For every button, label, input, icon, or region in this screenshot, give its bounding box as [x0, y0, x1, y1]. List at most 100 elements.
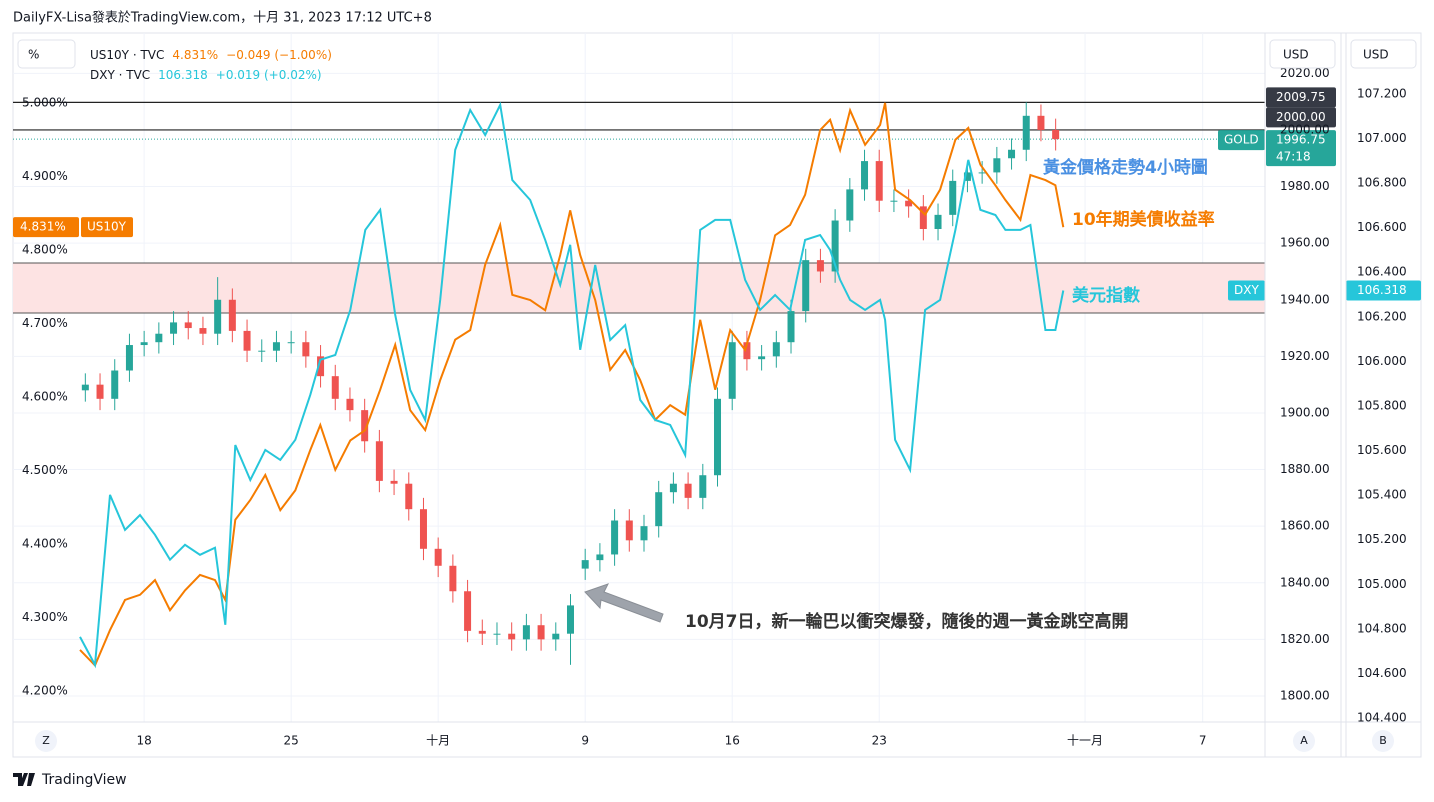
- candle-body: [846, 189, 854, 221]
- y3-tick-label: 104.400: [1357, 710, 1407, 724]
- candle-body: [611, 520, 619, 555]
- candle-body: [331, 376, 339, 399]
- gold-last-box: [1266, 130, 1336, 167]
- annotation-arrow: [584, 583, 664, 623]
- legend-change: +0.019 (+0.02%): [216, 68, 322, 82]
- y2-tick-label: 1860.00: [1280, 519, 1330, 533]
- y2-tick-label: 1900.00: [1280, 405, 1330, 419]
- series-line: [79, 101, 1065, 669]
- candle-body: [493, 633, 501, 635]
- y3-tick-label: 105.800: [1357, 398, 1407, 412]
- y-tick-label: 4.300%: [22, 610, 68, 624]
- annotation: 美元指數: [1072, 285, 1140, 306]
- candle-body: [508, 633, 516, 640]
- unit-box[interactable]: [1350, 39, 1417, 69]
- y3-tick-label: 104.800: [1357, 621, 1407, 635]
- candle-body: [258, 350, 266, 352]
- candle-body: [522, 625, 530, 640]
- axis-button-label: B: [1379, 734, 1387, 747]
- legend-row: DXY · TVC 106.318 +0.019 (+0.02%): [90, 68, 322, 82]
- candle-body: [684, 483, 692, 498]
- y-tick-label: 4.600%: [22, 390, 68, 404]
- candle-body: [566, 605, 574, 634]
- footer-brand: TradingView: [41, 772, 127, 788]
- candle-body: [478, 630, 486, 634]
- candle-body: [317, 356, 325, 377]
- y3-tick-label: 106.800: [1357, 176, 1407, 190]
- us10y-name-tag-box: [81, 217, 133, 238]
- x-tick-label: 9: [581, 734, 589, 748]
- y2-tick-label: 1920.00: [1280, 349, 1330, 363]
- legend-value: 106.318: [158, 68, 208, 82]
- candle-body: [96, 384, 104, 399]
- candle-body: [1052, 129, 1060, 140]
- candle-body: [170, 322, 178, 334]
- us10y-last-tag-box: [13, 217, 79, 238]
- y-tick-label: 4.400%: [22, 537, 68, 551]
- x-tick-label: 十一月: [1067, 734, 1103, 748]
- axis-button[interactable]: [35, 730, 57, 752]
- dxy-last-tag-box: [1346, 280, 1421, 301]
- us10y-last-tag: 4.831%: [20, 220, 66, 234]
- x-tick-label: 25: [284, 734, 299, 748]
- candle-body: [963, 172, 971, 181]
- y3-tick-label: 105.200: [1357, 532, 1407, 546]
- candle-body: [861, 161, 869, 190]
- legend-change: −0.049 (−1.00%): [226, 48, 332, 62]
- series-line: [79, 102, 1065, 668]
- y-tick-label: 5.000%: [22, 95, 68, 109]
- candle-body: [640, 526, 648, 541]
- unit-label: %: [28, 48, 39, 62]
- candle-body: [140, 342, 148, 346]
- unit-label: USD: [1283, 48, 1309, 62]
- unit-box[interactable]: [1269, 39, 1336, 69]
- candle-body: [449, 565, 457, 592]
- dxy-name-tag-box: [1228, 280, 1265, 301]
- candle-body: [287, 342, 295, 344]
- candle-body: [419, 509, 427, 549]
- candle-body: [346, 398, 354, 411]
- hline-tag-box: [1266, 87, 1336, 108]
- candle-body: [875, 161, 883, 201]
- candle-body: [978, 172, 986, 174]
- axis-button[interactable]: [1293, 730, 1315, 752]
- hline-tag: 2009.75: [1276, 90, 1326, 104]
- y2-tick-label: 1940.00: [1280, 292, 1330, 306]
- us10y-name-tag: US10Y: [87, 220, 127, 234]
- candle-body: [1022, 115, 1030, 150]
- legend-row: US10Y · TVC 4.831% −0.049 (−1.00%): [90, 48, 332, 62]
- candle-body: [905, 200, 913, 207]
- y2-tick-label: 1980.00: [1280, 179, 1330, 193]
- x-tick-label: 十月: [426, 734, 450, 748]
- candle-body: [1008, 149, 1016, 159]
- gold-name-tag: GOLD: [1224, 133, 1259, 147]
- candle-body: [581, 560, 589, 569]
- chart-frame: [12, 32, 1422, 758]
- x-tick-label: 23: [872, 734, 887, 748]
- axis-button[interactable]: [1372, 730, 1394, 752]
- gold-last-tag: 1996.75: [1276, 133, 1326, 147]
- candle-body: [714, 398, 722, 476]
- y2-tick-label: 1800.00: [1280, 688, 1330, 702]
- candle-body: [625, 520, 633, 541]
- candle-body: [199, 328, 207, 334]
- candle-body: [831, 220, 839, 272]
- candle-body: [214, 299, 222, 334]
- candle-body: [375, 441, 383, 481]
- unit-box[interactable]: [17, 39, 76, 69]
- y-tick-label: 4.200%: [22, 684, 68, 698]
- y3-tick-label: 105.000: [1357, 577, 1407, 591]
- axes: 4.200% 4.300% 4.400% 4.500% 4.600% 4.700% 4.80…: [22, 66, 1407, 748]
- y2-tick-label: 1840.00: [1280, 575, 1330, 589]
- y-tick-label: 4.500%: [22, 463, 68, 477]
- x-tick-label: 18: [136, 734, 151, 748]
- candle-body: [302, 342, 310, 357]
- candle-body: [155, 333, 163, 343]
- x-tick-label: 7: [1199, 734, 1207, 748]
- unit-label: USD: [1363, 48, 1389, 62]
- candle-body: [464, 591, 472, 631]
- axis-button-label: Z: [42, 734, 50, 747]
- candle-body: [655, 492, 663, 527]
